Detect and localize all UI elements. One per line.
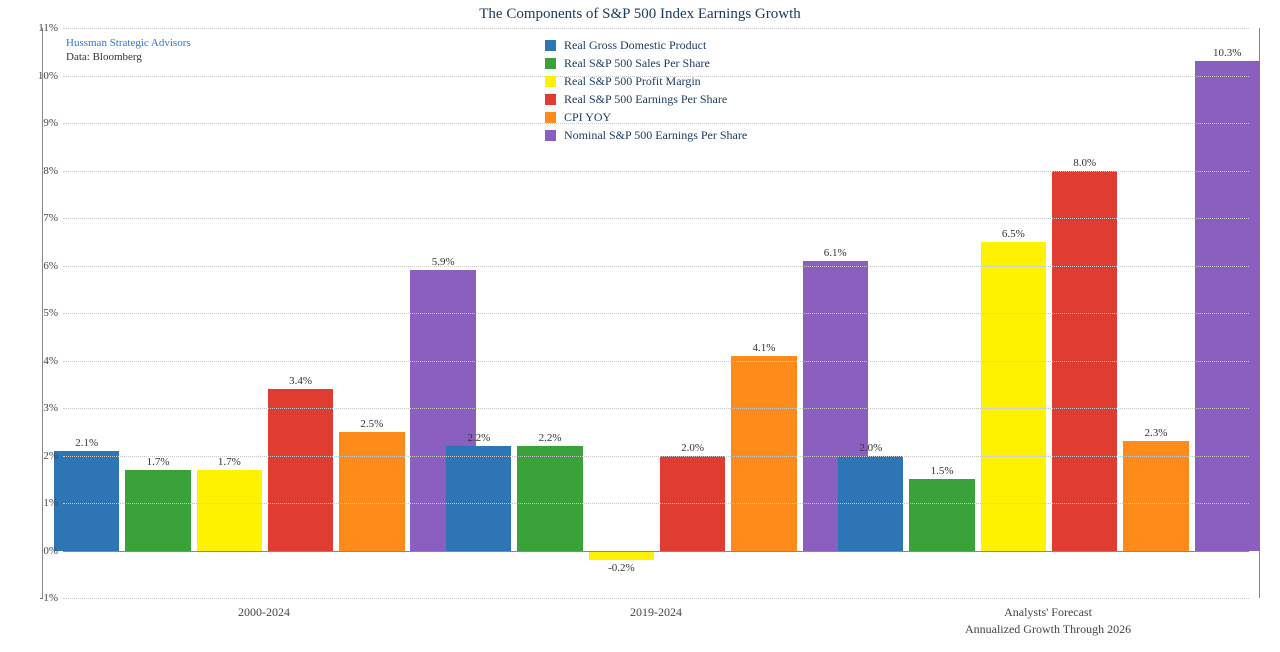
legend-label: Real Gross Domestic Product [564,38,706,53]
bar [268,389,333,551]
legend-item: Real Gross Domestic Product [545,36,747,54]
gridline [63,598,1249,599]
ytick-label: 1% [18,497,58,509]
bar [197,470,262,551]
legend-item: Real S&P 500 Earnings Per Share [545,90,747,108]
bar-value-label: 10.3% [1213,47,1241,59]
bar [1195,61,1260,550]
legend-label: Nominal S&P 500 Earnings Per Share [564,128,747,143]
gridline [63,313,1249,314]
bar [731,356,796,551]
ytick-label: 9% [18,117,58,129]
bar-value-label: 2.2% [467,432,490,444]
ytick-label: 8% [18,165,58,177]
ytick-label: 2% [18,450,58,462]
bar-value-label: 2.3% [1144,427,1167,439]
bar-value-label: 8.0% [1073,157,1096,169]
legend: Real Gross Domestic Product Real S&P 500 … [545,36,747,144]
ytick-label: 3% [18,402,58,414]
gridline [63,218,1249,219]
attribution-source: Hussman Strategic Advisors [66,36,191,50]
bar-value-label: 2.5% [360,418,383,430]
bar-value-label: 6.1% [824,247,847,259]
bar-value-label: 1.7% [218,456,241,468]
bar-value-label: 2.0% [859,442,882,454]
ytick-label: 5% [18,307,58,319]
gridline [63,28,1249,29]
bar-value-label: 6.5% [1002,228,1025,240]
bar [125,470,190,551]
bar-value-label: 2.2% [539,432,562,444]
legend-label: Real S&P 500 Profit Margin [564,74,701,89]
ytick-label: 0% [18,545,58,557]
ytick-label: -1% [18,592,58,604]
attribution-data: Data: Bloomberg [66,50,191,64]
bar [517,446,582,551]
gridline [63,361,1249,362]
legend-label: Real S&P 500 Earnings Per Share [564,92,727,107]
ytick-label: 7% [18,212,58,224]
legend-item: Real S&P 500 Profit Margin [545,72,747,90]
legend-swatch [545,40,556,51]
gridline [63,266,1249,267]
chart-title: The Components of S&P 500 Index Earnings… [0,0,1280,27]
attribution: Hussman Strategic Advisors Data: Bloombe… [66,36,191,65]
legend-label: Real S&P 500 Sales Per Share [564,56,710,71]
bar-value-label: 1.5% [931,465,954,477]
bar [981,242,1046,551]
bar [339,432,404,551]
legend-swatch [545,112,556,123]
xtick-label: 2000-2024 [238,604,290,621]
bar-value-label: 2.0% [681,442,704,454]
bar [446,446,511,551]
ytick-label: 11% [18,22,58,34]
xtick-label: 2019-2024 [630,604,682,621]
legend-swatch [545,76,556,87]
bar [54,451,119,551]
bar-value-label: -0.2% [608,562,635,574]
legend-item: CPI YOY [545,108,747,126]
bar [589,551,654,561]
gridline [63,456,1249,457]
ytick-label: 6% [18,260,58,272]
legend-item: Real S&P 500 Sales Per Share [545,54,747,72]
bar [909,479,974,550]
bar-value-label: 3.4% [289,375,312,387]
zero-line [63,551,1249,552]
bar-value-label: 1.7% [147,456,170,468]
xtick-label: Analysts' Forecast Annualized Growth Thr… [965,604,1131,638]
gridline [63,503,1249,504]
legend-item: Nominal S&P 500 Earnings Per Share [545,126,747,144]
gridline [63,171,1249,172]
bar [1123,441,1188,550]
legend-swatch [545,58,556,69]
ytick-label: 4% [18,355,58,367]
legend-swatch [545,130,556,141]
legend-swatch [545,94,556,105]
gridline [63,408,1249,409]
ytick-label: 10% [18,70,58,82]
legend-label: CPI YOY [564,110,611,125]
bar-value-label: 4.1% [752,342,775,354]
bar-value-label: 2.1% [75,437,98,449]
